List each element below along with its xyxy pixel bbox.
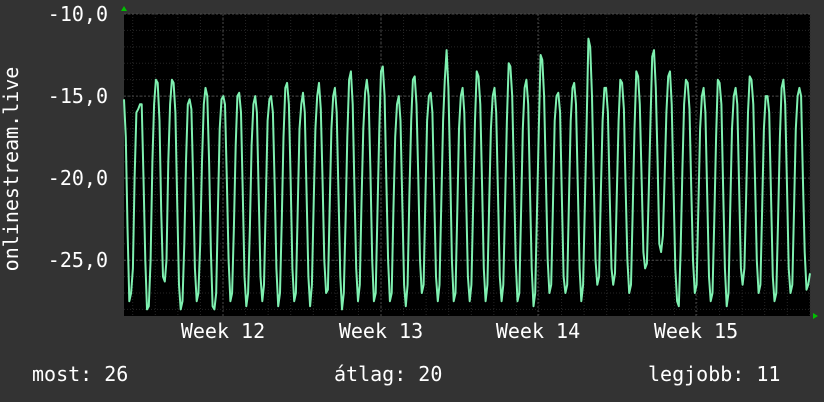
x-axis-arrow [813,313,818,319]
legend-now: most: 26 [32,362,128,386]
y-tick-label: -20,0 [48,166,108,190]
legend-best: legjobb: 11 [648,362,780,386]
y-tick-label: -25,0 [48,248,108,272]
x-tick-label: Week 14 [496,319,580,343]
y-axis-arrow [121,6,127,11]
x-tick-label: Week 13 [339,319,423,343]
axis-arrows [121,6,818,319]
y-axis-label: onlinestream.live [0,67,23,272]
x-ticks: Week 12 Week 13 Week 14 Week 15 [181,319,738,343]
legend-best-label: legjobb: [648,362,745,386]
x-tick-label: Week 15 [654,319,738,343]
x-tick-label: Week 12 [181,319,265,343]
y-ticks: -10,0 -15,0 -20,0 -25,0 [48,2,108,272]
grid [124,13,811,316]
legend-now-value: 26 [104,362,129,386]
legend-average: átlag: 20 [334,362,442,386]
legend-now-label: most: [32,362,93,386]
legend-best-value: 11 [756,362,781,386]
series-layer [123,37,811,311]
y-tick-label: -15,0 [48,84,108,108]
series-line-0 [123,37,811,311]
y-tick-label: -10,0 [48,2,108,26]
legend-average-value: 20 [418,362,443,386]
legend-average-label: átlag: [334,362,407,386]
